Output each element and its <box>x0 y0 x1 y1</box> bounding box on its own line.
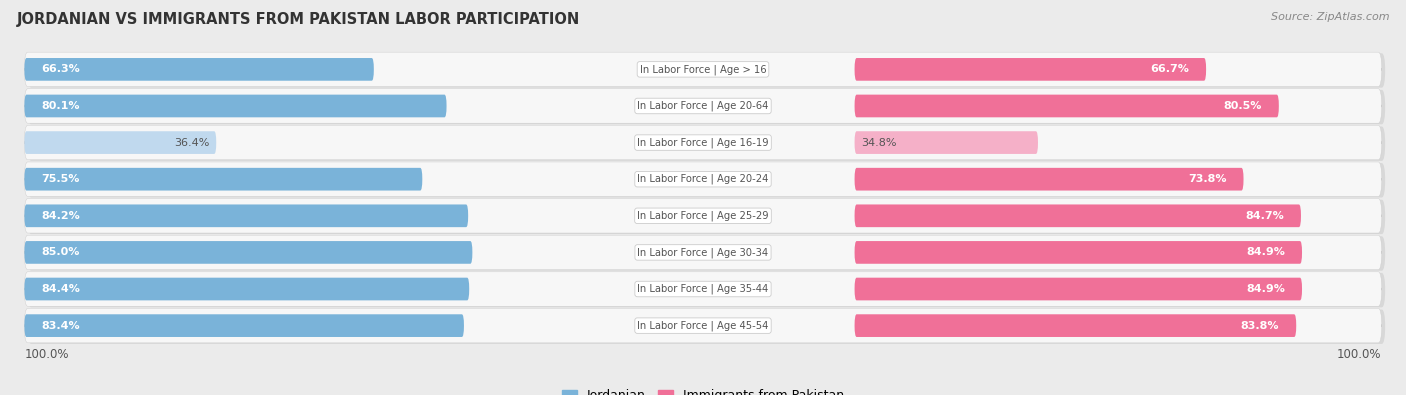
Text: In Labor Force | Age 30-34: In Labor Force | Age 30-34 <box>637 247 769 258</box>
Text: 83.8%: 83.8% <box>1240 321 1279 331</box>
FancyBboxPatch shape <box>855 314 1296 337</box>
FancyBboxPatch shape <box>28 200 1385 234</box>
Text: 75.5%: 75.5% <box>42 174 80 184</box>
FancyBboxPatch shape <box>28 53 1385 88</box>
FancyBboxPatch shape <box>24 58 374 81</box>
Text: 84.4%: 84.4% <box>42 284 80 294</box>
FancyBboxPatch shape <box>855 95 1279 117</box>
FancyBboxPatch shape <box>28 310 1385 344</box>
FancyBboxPatch shape <box>855 131 1038 154</box>
FancyBboxPatch shape <box>24 278 470 300</box>
Text: In Labor Force | Age 45-54: In Labor Force | Age 45-54 <box>637 320 769 331</box>
Text: Source: ZipAtlas.com: Source: ZipAtlas.com <box>1271 12 1389 22</box>
Text: 100.0%: 100.0% <box>1337 348 1382 361</box>
FancyBboxPatch shape <box>24 131 217 154</box>
Text: 84.9%: 84.9% <box>1246 247 1285 258</box>
FancyBboxPatch shape <box>855 278 1302 300</box>
FancyBboxPatch shape <box>24 162 1382 196</box>
FancyBboxPatch shape <box>855 205 1301 227</box>
FancyBboxPatch shape <box>24 314 464 337</box>
Text: In Labor Force | Age 20-24: In Labor Force | Age 20-24 <box>637 174 769 184</box>
FancyBboxPatch shape <box>28 163 1385 198</box>
Text: 84.7%: 84.7% <box>1244 211 1284 221</box>
FancyBboxPatch shape <box>24 95 447 117</box>
FancyBboxPatch shape <box>855 58 1206 81</box>
Text: 84.9%: 84.9% <box>1246 284 1285 294</box>
Text: 66.3%: 66.3% <box>42 64 80 74</box>
Text: 100.0%: 100.0% <box>24 348 69 361</box>
FancyBboxPatch shape <box>24 241 472 264</box>
Text: In Labor Force | Age > 16: In Labor Force | Age > 16 <box>640 64 766 75</box>
Text: 80.1%: 80.1% <box>42 101 80 111</box>
Text: 80.5%: 80.5% <box>1223 101 1261 111</box>
Text: 34.8%: 34.8% <box>862 137 897 148</box>
FancyBboxPatch shape <box>24 168 422 190</box>
FancyBboxPatch shape <box>24 52 1382 87</box>
FancyBboxPatch shape <box>855 241 1302 264</box>
Text: In Labor Force | Age 25-29: In Labor Force | Age 25-29 <box>637 211 769 221</box>
FancyBboxPatch shape <box>28 236 1385 271</box>
Text: 83.4%: 83.4% <box>42 321 80 331</box>
Text: In Labor Force | Age 35-44: In Labor Force | Age 35-44 <box>637 284 769 294</box>
FancyBboxPatch shape <box>28 90 1385 124</box>
FancyBboxPatch shape <box>24 235 1382 270</box>
FancyBboxPatch shape <box>24 308 1382 343</box>
Text: JORDANIAN VS IMMIGRANTS FROM PAKISTAN LABOR PARTICIPATION: JORDANIAN VS IMMIGRANTS FROM PAKISTAN LA… <box>17 12 581 27</box>
Text: In Labor Force | Age 16-19: In Labor Force | Age 16-19 <box>637 137 769 148</box>
FancyBboxPatch shape <box>28 126 1385 161</box>
FancyBboxPatch shape <box>24 125 1382 160</box>
FancyBboxPatch shape <box>24 199 1382 233</box>
FancyBboxPatch shape <box>24 272 1382 306</box>
Text: 66.7%: 66.7% <box>1150 64 1189 74</box>
FancyBboxPatch shape <box>28 273 1385 307</box>
FancyBboxPatch shape <box>24 89 1382 123</box>
Legend: Jordanian, Immigrants from Pakistan: Jordanian, Immigrants from Pakistan <box>557 384 849 395</box>
Text: 85.0%: 85.0% <box>42 247 80 258</box>
Text: In Labor Force | Age 20-64: In Labor Force | Age 20-64 <box>637 101 769 111</box>
Text: 73.8%: 73.8% <box>1188 174 1226 184</box>
Text: 36.4%: 36.4% <box>174 137 209 148</box>
Text: 84.2%: 84.2% <box>42 211 80 221</box>
FancyBboxPatch shape <box>855 168 1243 190</box>
FancyBboxPatch shape <box>24 205 468 227</box>
